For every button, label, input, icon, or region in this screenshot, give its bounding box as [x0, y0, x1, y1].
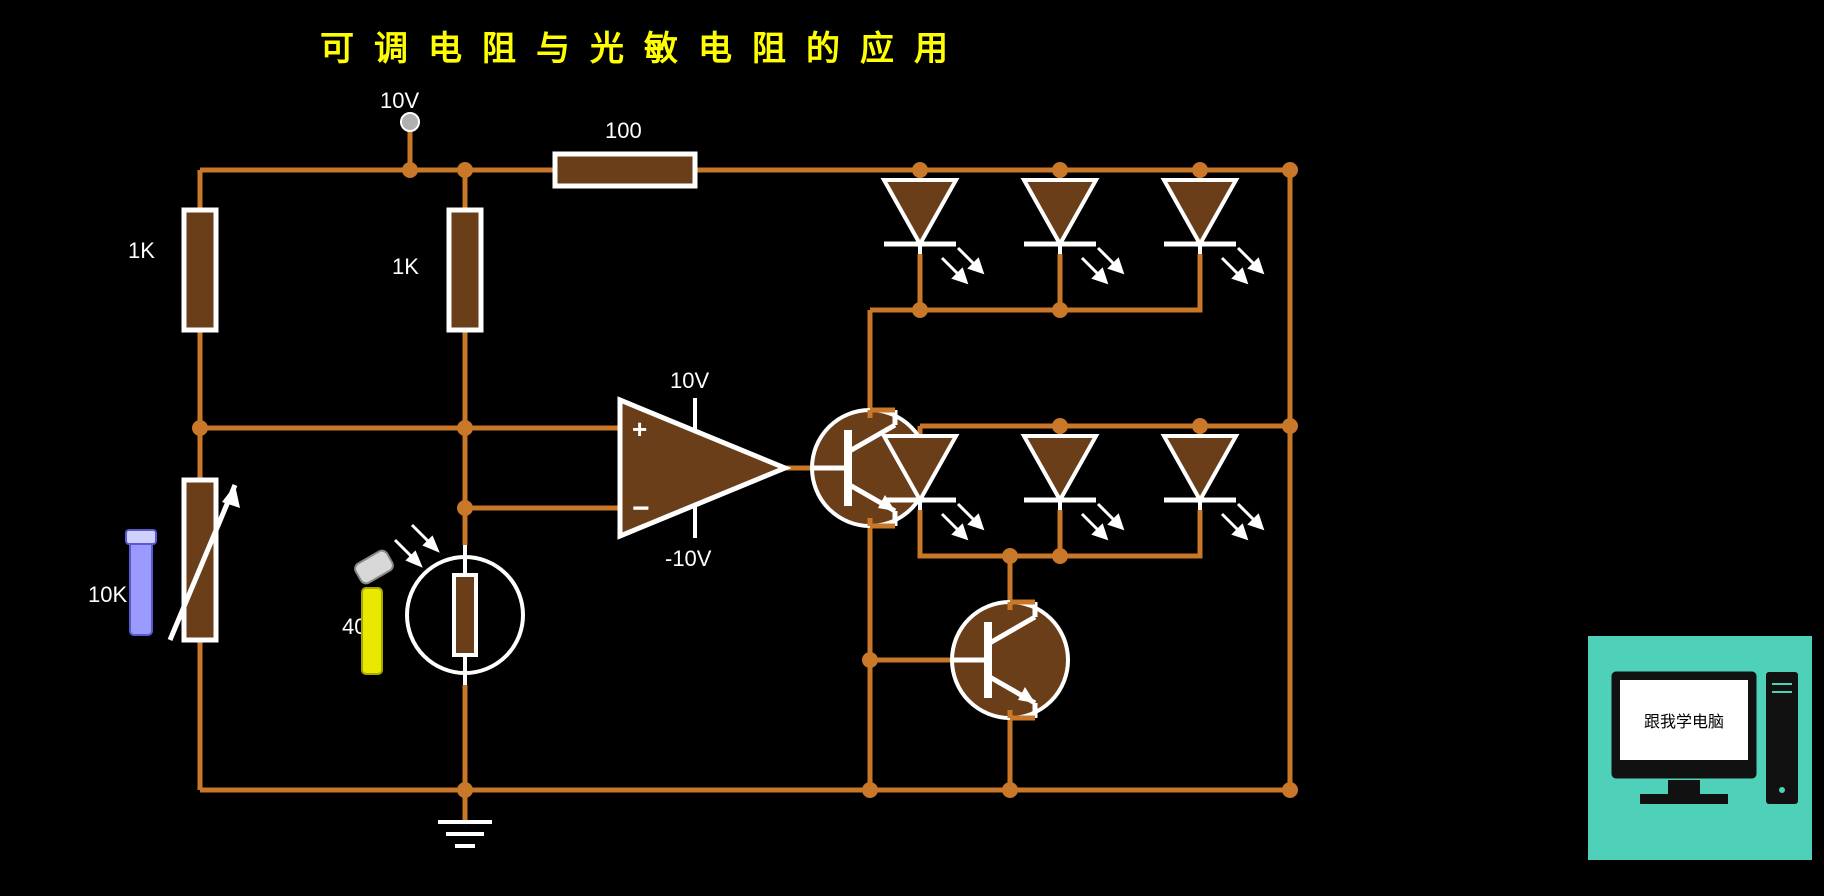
- wire: [870, 254, 920, 310]
- watermark-logo: 跟我学电脑: [1588, 636, 1812, 860]
- opamp: + − 10V -10V: [620, 368, 785, 571]
- watermark-text: 跟我学电脑: [1644, 713, 1724, 731]
- label-r1k-left: 1K: [128, 238, 155, 263]
- label-opamp-vp: 10V: [670, 368, 709, 393]
- led-3: [1164, 180, 1262, 282]
- led-1: [884, 180, 982, 282]
- diagram-title: 可调电阻与光敏电阻的应用: [320, 30, 968, 68]
- led-row-1: [884, 180, 1262, 282]
- potentiometer-10k: 10K: [88, 480, 240, 640]
- label-r100: 100: [605, 118, 642, 143]
- svg-text:+: +: [632, 414, 647, 444]
- circuit-diagram: 可调电阻与光敏电阻的应用 10V: [0, 0, 1824, 896]
- led-2: [1024, 180, 1122, 282]
- resistor-1k-left: 1K: [128, 210, 216, 330]
- led-5: [1024, 436, 1122, 538]
- led-6: [1164, 436, 1262, 538]
- label-supply: 10V: [380, 88, 419, 113]
- wire-q2c-m: [1010, 510, 1060, 556]
- svg-text:−: −: [632, 492, 650, 525]
- label-pot: 10K: [88, 582, 127, 607]
- led-row-2: [884, 436, 1262, 538]
- transistor-q2: [952, 602, 1068, 718]
- pot-slider-icon: [126, 530, 156, 635]
- supply-terminal: [401, 113, 419, 131]
- resistor-100: 100: [555, 118, 695, 186]
- label-r1k-right: 1K: [392, 254, 419, 279]
- ldr-slider-icon: [353, 548, 395, 674]
- ground-symbol: [438, 822, 492, 846]
- resistor-1k-right: 1K: [392, 210, 481, 330]
- label-opamp-vn: -10V: [665, 546, 712, 571]
